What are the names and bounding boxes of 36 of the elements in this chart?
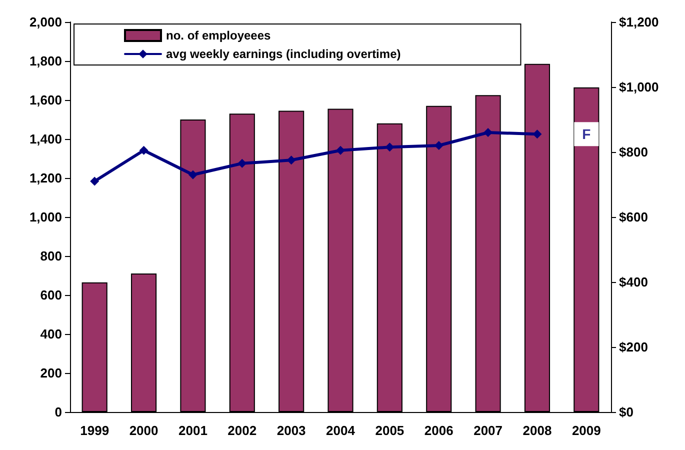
y-tick-label: 1,400 (29, 132, 62, 146)
y2-tick-label: $600 (619, 210, 648, 224)
x-tick-label: 2000 (129, 423, 158, 438)
x-tick-label: 2003 (276, 423, 306, 438)
x-tick-label: 1999 (80, 423, 110, 438)
x-tick-label: 2002 (228, 423, 257, 438)
y-tick-label: 200 (40, 366, 62, 380)
y-tick-label: 0 (54, 404, 62, 420)
legend-label: avg weekly earnings (including overtime) (166, 47, 401, 61)
point (90, 176, 100, 186)
x-tick-label: 2005 (375, 423, 404, 438)
y-tick-label: 400 (40, 326, 62, 342)
y2-tick-label: $1,200 (619, 14, 659, 30)
x-tick-label: 2001 (178, 423, 208, 438)
x-tick-label: 2008 (522, 423, 552, 438)
y2-tick-label: $400 (619, 274, 648, 290)
y-tick-label: 600 (40, 288, 62, 302)
point (188, 170, 198, 180)
x-tick-label: 2007 (474, 423, 503, 438)
annotation: F (582, 126, 592, 142)
y2-tick-label: $0 (619, 404, 634, 420)
point (139, 146, 148, 155)
x-tick-label: 2004 (326, 423, 356, 438)
y2-tick-label: $200 (619, 340, 648, 354)
y-tick-label: 1,800 (29, 54, 62, 68)
y-tick-label: 1,600 (29, 92, 62, 108)
y-tick-label: 1,200 (29, 170, 62, 186)
y-tick-label: 2,000 (29, 14, 62, 30)
y-tick-label: 800 (40, 248, 62, 264)
legend-label: no. of employeees (166, 28, 272, 42)
y2-tick-label: $800 (619, 144, 648, 160)
x-tick-label: 2006 (424, 423, 454, 438)
point (336, 146, 345, 155)
x-tick-label: 2009 (572, 423, 601, 438)
y-tick-label: 1,000 (29, 210, 62, 224)
y2-tick-label: $1,000 (619, 80, 659, 94)
